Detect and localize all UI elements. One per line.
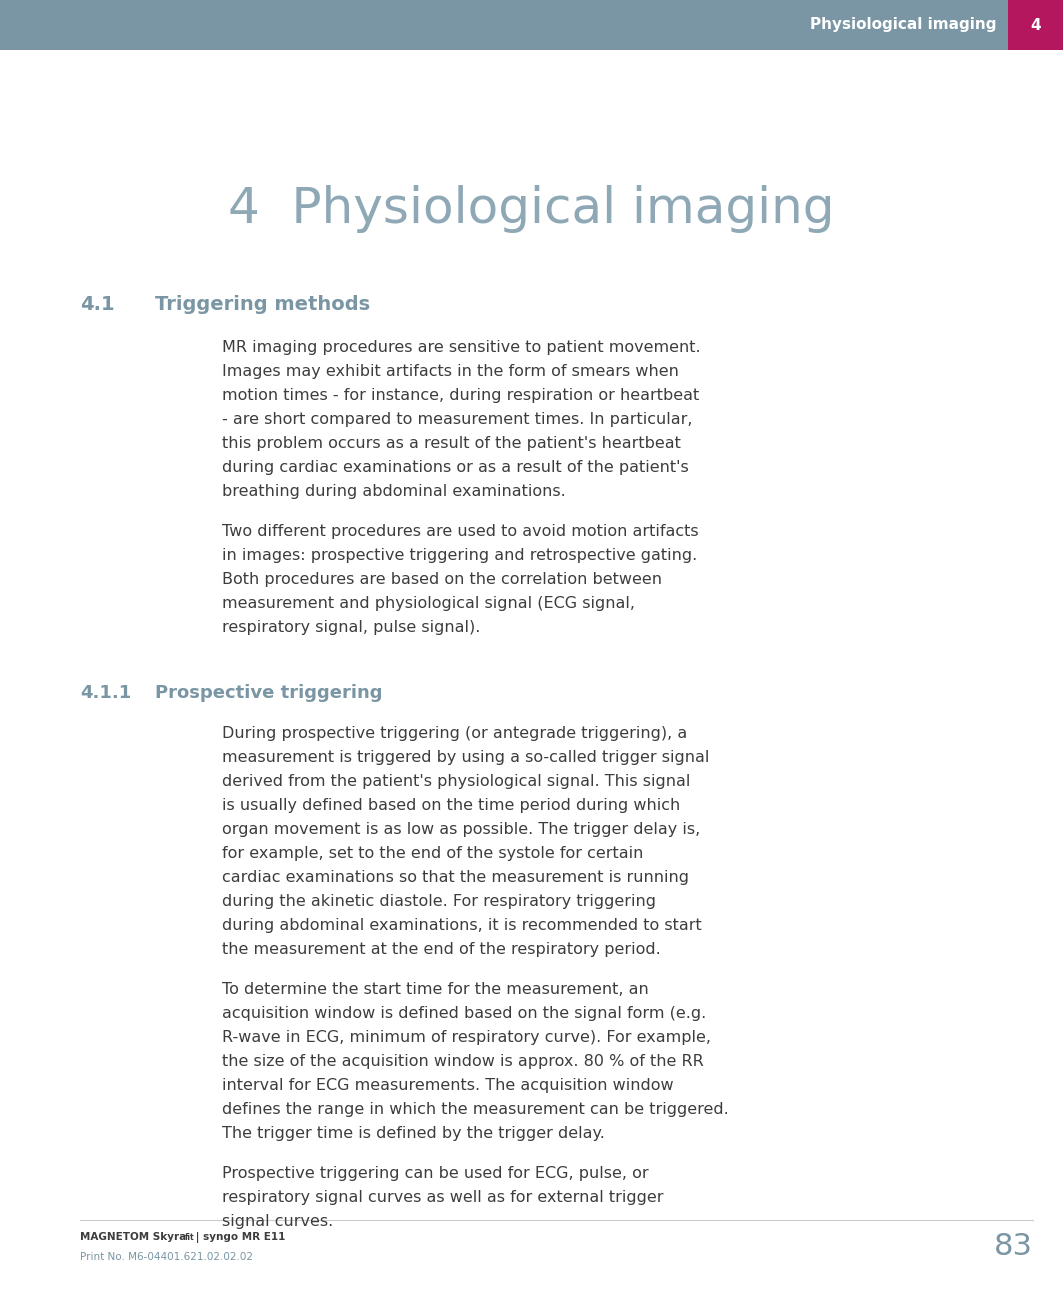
Text: the size of the acquisition window is approx. 80 % of the RR: the size of the acquisition window is ap… [222, 1054, 704, 1069]
Text: motion times - for instance, during respiration or heartbeat: motion times - for instance, during resp… [222, 388, 699, 403]
Text: Prospective triggering can be used for ECG, pulse, or: Prospective triggering can be used for E… [222, 1166, 648, 1181]
Text: in images: prospective triggering and retrospective gating.: in images: prospective triggering and re… [222, 548, 697, 562]
Text: this problem occurs as a result of the patient's heartbeat: this problem occurs as a result of the p… [222, 436, 681, 451]
Text: To determine the start time for the measurement, an: To determine the start time for the meas… [222, 981, 648, 997]
Bar [0, 0, 1008, 50]
Text: Images may exhibit artifacts in the form of smears when: Images may exhibit artifacts in the form… [222, 365, 679, 379]
Text: during cardiac examinations or as a result of the patient's: during cardiac examinations or as a resu… [222, 460, 689, 475]
Text: during abdominal examinations, it is recommended to start: during abdominal examinations, it is rec… [222, 918, 702, 934]
Text: 83: 83 [994, 1232, 1033, 1261]
Text: The trigger time is defined by the trigger delay.: The trigger time is defined by the trigg… [222, 1126, 605, 1140]
Text: fit: fit [185, 1234, 195, 1243]
Text: Print No. M6-04401.621.02.02.02: Print No. M6-04401.621.02.02.02 [80, 1252, 253, 1262]
Text: - are short compared to measurement times. In particular,: - are short compared to measurement time… [222, 412, 692, 427]
Text: Prospective triggering: Prospective triggering [155, 684, 383, 702]
Text: Both procedures are based on the correlation between: Both procedures are based on the correla… [222, 572, 662, 587]
Text: is usually defined based on the time period during which: is usually defined based on the time per… [222, 798, 680, 813]
Text: during the akinetic diastole. For respiratory triggering: during the akinetic diastole. For respir… [222, 893, 656, 909]
Text: for example, set to the end of the systole for certain: for example, set to the end of the systo… [222, 846, 643, 861]
Text: Triggering methods: Triggering methods [155, 295, 370, 314]
Text: respiratory signal curves as well as for external trigger: respiratory signal curves as well as for… [222, 1190, 663, 1205]
Text: respiratory signal, pulse signal).: respiratory signal, pulse signal). [222, 621, 480, 635]
Text: cardiac examinations so that the measurement is running: cardiac examinations so that the measure… [222, 870, 689, 884]
Text: derived from the patient's physiological signal. This signal: derived from the patient's physiological… [222, 775, 690, 789]
Text: | syngo MR E11: | syngo MR E11 [192, 1232, 285, 1243]
Text: measurement is triggered by using a so-called trigger signal: measurement is triggered by using a so-c… [222, 750, 709, 765]
Text: breathing during abdominal examinations.: breathing during abdominal examinations. [222, 484, 566, 499]
Bar [1008, 0, 1063, 50]
Text: measurement and physiological signal (ECG signal,: measurement and physiological signal (EC… [222, 596, 635, 612]
Text: Physiological imaging: Physiological imaging [810, 18, 996, 32]
Text: 4  Physiological imaging: 4 Physiological imaging [229, 185, 834, 233]
Text: During prospective triggering (or antegrade triggering), a: During prospective triggering (or antegr… [222, 725, 688, 741]
Text: defines the range in which the measurement can be triggered.: defines the range in which the measureme… [222, 1102, 729, 1117]
Text: R-wave in ECG, minimum of respiratory curve). For example,: R-wave in ECG, minimum of respiratory cu… [222, 1031, 711, 1045]
Text: interval for ECG measurements. The acquisition window: interval for ECG measurements. The acqui… [222, 1078, 674, 1093]
Text: MAGNETOM Skyra: MAGNETOM Skyra [80, 1232, 186, 1243]
Text: signal curves.: signal curves. [222, 1214, 333, 1230]
Text: organ movement is as low as possible. The trigger delay is,: organ movement is as low as possible. Th… [222, 822, 701, 837]
Text: MR imaging procedures are sensitive to patient movement.: MR imaging procedures are sensitive to p… [222, 340, 701, 356]
Text: 4.1: 4.1 [80, 295, 115, 314]
Text: 4.1.1: 4.1.1 [80, 684, 131, 702]
Text: the measurement at the end of the respiratory period.: the measurement at the end of the respir… [222, 943, 661, 957]
Text: acquisition window is defined based on the signal form (e.g.: acquisition window is defined based on t… [222, 1006, 706, 1021]
Text: 4: 4 [1030, 18, 1041, 32]
Text: Two different procedures are used to avoid motion artifacts: Two different procedures are used to avo… [222, 524, 698, 539]
